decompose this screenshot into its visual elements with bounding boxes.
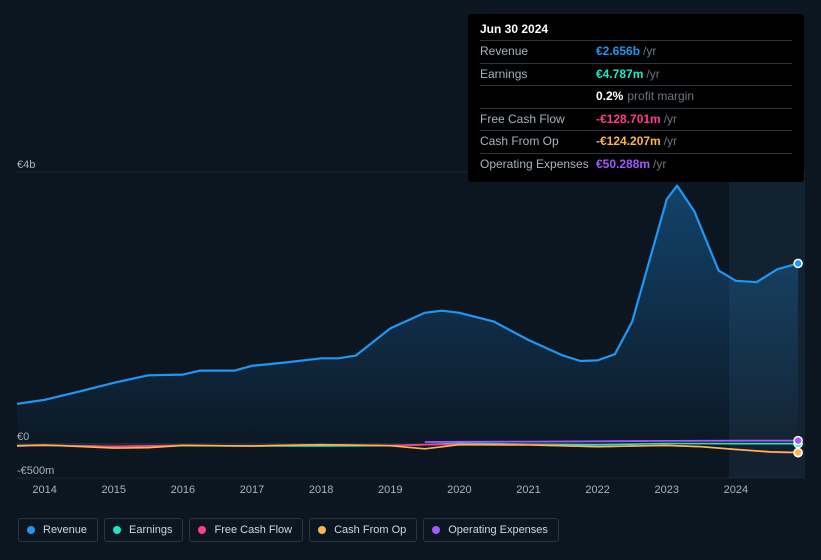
x-tick-label: 2015 xyxy=(102,484,126,496)
tooltip-row-value: -€124.207m xyxy=(596,134,661,148)
chart-container: €4b €0 -€500m 2014 2015 2016 2017 2018 2019 2020… xyxy=(0,0,821,560)
tooltip-row: 0.2% profit margin xyxy=(480,85,792,108)
x-tick-label: 2019 xyxy=(378,484,402,496)
y-tick-label: €4b xyxy=(17,159,35,171)
tooltip-row-label: Revenue xyxy=(480,44,596,60)
legend-item-revenue[interactable]: Revenue xyxy=(18,518,98,542)
legend-swatch-icon xyxy=(432,526,440,534)
hover-marker-opex xyxy=(794,437,802,445)
tooltip-row-label: Free Cash Flow xyxy=(480,112,596,128)
series-areas xyxy=(17,186,798,444)
legend-swatch-icon xyxy=(198,526,206,534)
tooltip-row-value: -€128.701m xyxy=(596,112,661,126)
x-tick-label: 2014 xyxy=(32,484,56,496)
tooltip-row: Free Cash Flow-€128.701m/yr xyxy=(480,108,792,131)
x-tick-label: 2021 xyxy=(516,484,540,496)
tooltip-row-label: Operating Expenses xyxy=(480,157,596,173)
x-tick-label: 2016 xyxy=(171,484,195,496)
legend-item-label: Earnings xyxy=(129,524,172,536)
legend-item-label: Operating Expenses xyxy=(448,524,548,536)
legend-item-label: Revenue xyxy=(43,524,87,536)
tooltip-row-unit: /yr xyxy=(646,67,659,81)
hover-marker-revenue xyxy=(794,259,802,267)
tooltip-date: Jun 30 2024 xyxy=(480,22,792,40)
legend-item-fcf[interactable]: Free Cash Flow xyxy=(189,518,303,542)
y-tick-label: €0 xyxy=(17,431,29,443)
tooltip-row: Revenue€2.656b/yr xyxy=(480,40,792,63)
tooltip-row-unit: /yr xyxy=(643,44,656,58)
tooltip-row-unit: /yr xyxy=(653,157,666,171)
tooltip-row: Cash From Op-€124.207m/yr xyxy=(480,130,792,153)
x-tick-label: 2024 xyxy=(724,484,748,496)
x-tick-label: 2017 xyxy=(240,484,264,496)
tooltip-row: Earnings€4.787m/yr xyxy=(480,63,792,86)
hover-tooltip: Jun 30 2024 Revenue€2.656b/yrEarnings€4.… xyxy=(468,14,804,182)
legend-item-opex[interactable]: Operating Expenses xyxy=(423,518,559,542)
tooltip-row-value: €2.656b xyxy=(596,44,640,58)
hover-marker-cfo xyxy=(794,448,802,456)
legend-swatch-icon xyxy=(27,526,35,534)
x-tick-label: 2018 xyxy=(309,484,333,496)
tooltip-profit-margin-value: 0.2% xyxy=(596,89,623,103)
x-tick-label: 2023 xyxy=(655,484,679,496)
tooltip-row: Operating Expenses€50.288m/yr xyxy=(480,153,792,176)
legend-swatch-icon xyxy=(113,526,121,534)
legend-swatch-icon xyxy=(318,526,326,534)
tooltip-row-unit: /yr xyxy=(664,112,677,126)
y-tick-label: -€500m xyxy=(17,465,54,477)
series-area-revenue xyxy=(17,186,798,444)
tooltip-row-value: €4.787m xyxy=(596,67,643,81)
tooltip-row-unit: /yr xyxy=(664,134,677,148)
chart-legend: Revenue Earnings Free Cash Flow Cash From O… xyxy=(18,518,559,542)
legend-item-earnings[interactable]: Earnings xyxy=(104,518,183,542)
x-tick-label: 2022 xyxy=(585,484,609,496)
tooltip-row-label: Earnings xyxy=(480,67,596,83)
legend-item-label: Free Cash Flow xyxy=(214,524,292,536)
tooltip-row-value: €50.288m xyxy=(596,157,650,171)
legend-item-cfo[interactable]: Cash From Op xyxy=(309,518,417,542)
tooltip-profit-margin-label: profit margin xyxy=(627,89,694,103)
legend-item-label: Cash From Op xyxy=(334,524,406,536)
tooltip-row-label: Cash From Op xyxy=(480,134,596,150)
x-tick-label: 2020 xyxy=(447,484,471,496)
